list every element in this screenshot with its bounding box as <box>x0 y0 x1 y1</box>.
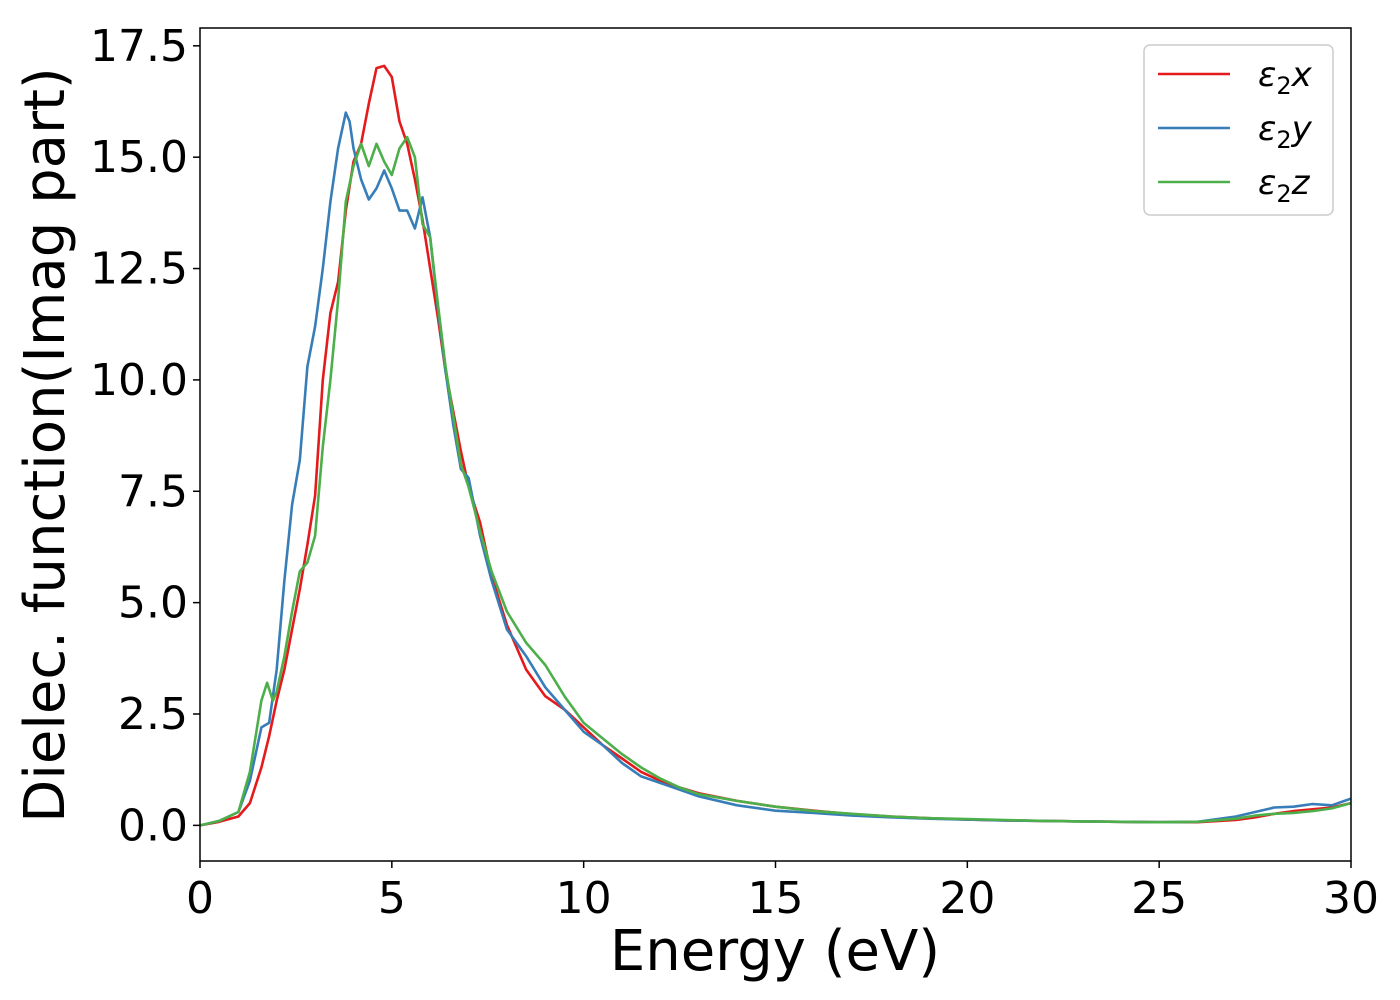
legend-label-subscript: 2 <box>1276 72 1291 100</box>
y-axis: 0.0 2.5 5.0 7.5 10.0 12.5 15.0 17.5 <box>90 21 200 851</box>
series-lines <box>200 64 1351 827</box>
y-axis-title: Dielec. function(Imag part) <box>13 67 78 823</box>
x-tick-label: 15 <box>748 873 804 924</box>
x-tick-label: 25 <box>1131 873 1187 924</box>
legend-label-subscript: 2 <box>1276 126 1291 154</box>
legend-label-axis: z <box>1291 163 1311 203</box>
x-axis-title: Energy (eV) <box>610 919 940 984</box>
y-tick-label: 12.5 <box>90 244 188 295</box>
y-tick-label: 7.5 <box>118 466 188 517</box>
legend-label-x: ε2x <box>1258 55 1313 100</box>
legend-label-subscript: 2 <box>1276 180 1291 208</box>
legend-label-z: ε2z <box>1258 163 1311 208</box>
legend-label-axis: x <box>1291 55 1313 95</box>
y-tick-label: 17.5 <box>90 21 188 72</box>
legend-label-y: ε2y <box>1258 109 1313 154</box>
x-tick-label: 10 <box>556 873 612 924</box>
x-tick-label: 5 <box>378 873 406 924</box>
x-tick-label: 20 <box>939 873 995 924</box>
x-tick-label: 0 <box>186 873 214 924</box>
y-tick-label: 0.0 <box>118 800 188 851</box>
x-axis: 0 5 10 15 20 25 30 <box>186 861 1379 924</box>
y-tick-label: 5.0 <box>118 578 188 629</box>
legend-label-axis: y <box>1291 109 1313 149</box>
legend-label-symbol: ε <box>1258 163 1276 203</box>
x-tick-label: 30 <box>1323 873 1379 924</box>
legend-label-symbol: ε <box>1258 55 1276 95</box>
y-tick-label: 10.0 <box>90 355 188 406</box>
legend-label-symbol: ε <box>1258 109 1276 149</box>
legend-box <box>1143 44 1334 216</box>
series-line-z <box>200 135 1351 827</box>
y-tick-label: 2.5 <box>118 689 188 740</box>
y-tick-label: 15.0 <box>90 132 188 183</box>
